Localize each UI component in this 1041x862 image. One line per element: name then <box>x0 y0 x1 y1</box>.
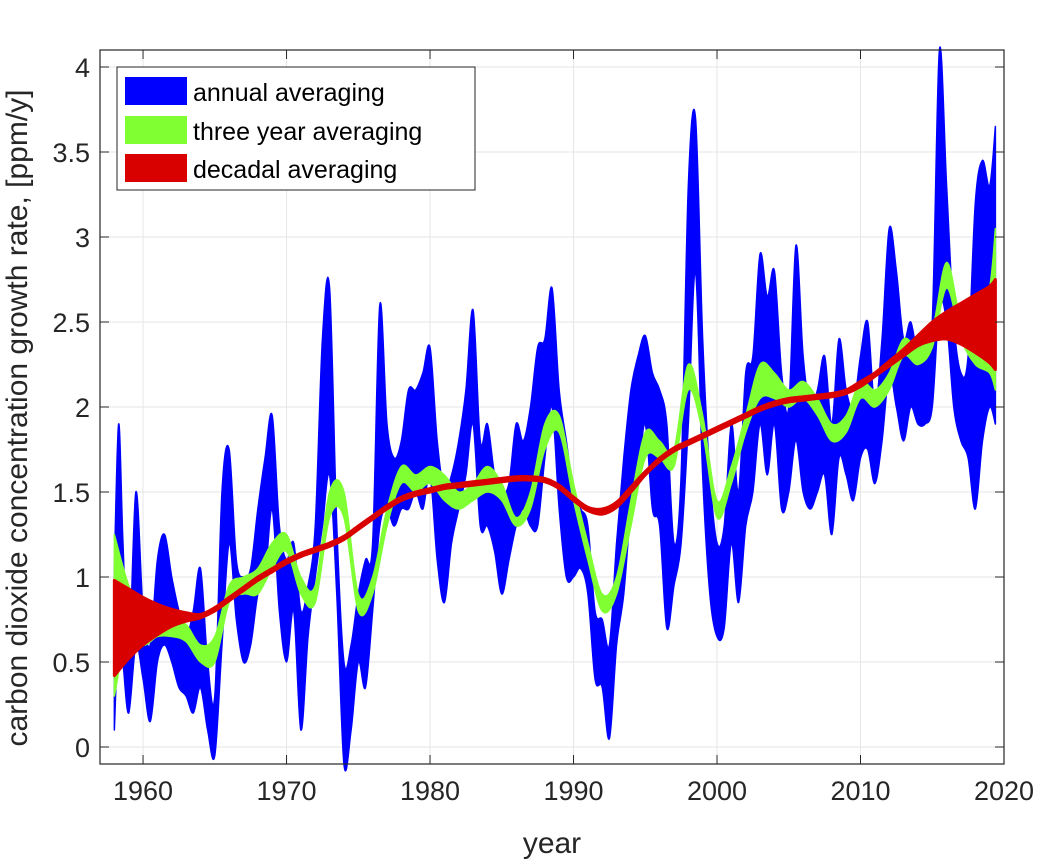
legend-label-three-year: three year averaging <box>193 118 422 146</box>
x-axis-label: year <box>523 827 581 860</box>
axes-box <box>99 49 1005 765</box>
x-tick-label: 1980 <box>400 776 460 806</box>
plot-area <box>112 46 997 772</box>
y-tick-label: 0.5 <box>52 648 90 678</box>
legend: annual averaging three year averaging de… <box>116 66 476 191</box>
y-tick-label: 3 <box>75 223 90 253</box>
band-decadal-averaging <box>112 278 997 678</box>
legend-swatch-annual <box>125 77 187 105</box>
band-three-year-averaging <box>113 227 997 697</box>
band-annual-averaging <box>113 46 997 772</box>
y-tick-label: 1 <box>75 563 90 593</box>
axes: 1960 1970 1980 1990 2000 2010 2020 0 0.5 1 1.5 2 2.5… <box>52 49 1034 806</box>
y-tick-label: 3.5 <box>52 138 90 168</box>
x-tick-label: 2020 <box>974 776 1034 806</box>
x-tick-label: 2000 <box>687 776 747 806</box>
legend-label-decadal: decadal averaging <box>193 156 397 184</box>
x-tick-label: 1970 <box>257 776 317 806</box>
legend-swatch-three-year <box>125 116 187 144</box>
x-tick-label: 2010 <box>830 776 890 806</box>
y-tick-label: 4 <box>75 53 90 83</box>
y-tick-label: 0 <box>75 733 90 763</box>
x-tick-label: 1960 <box>113 776 173 806</box>
y-tick-label: 2 <box>75 393 90 423</box>
y-tick-label: 1.5 <box>52 478 90 508</box>
x-tick-label: 1990 <box>543 776 603 806</box>
y-tick-label: 2.5 <box>52 308 90 338</box>
legend-label-annual: annual averaging <box>193 79 385 107</box>
legend-swatch-decadal <box>125 154 187 182</box>
y-axis-label: carbon dioxide concentration growth rate… <box>1 89 34 746</box>
